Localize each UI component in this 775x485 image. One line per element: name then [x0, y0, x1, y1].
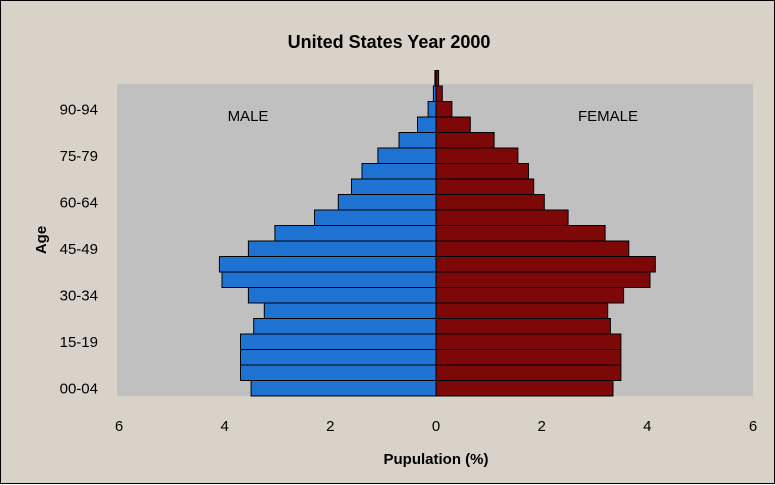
y-tick-label: 45-49 — [60, 241, 98, 258]
x-tick-label: 4 — [221, 418, 229, 435]
female-bar-75-79 — [435, 147, 519, 164]
x-axis-title: Pupulation (%) — [384, 451, 489, 468]
male-bar-90-94 — [427, 101, 437, 118]
male-bar-40-44 — [218, 256, 437, 273]
x-tick-label: 4 — [643, 418, 651, 435]
male-bar-25-29 — [263, 302, 437, 319]
female-bar-95-99 — [435, 85, 443, 102]
x-tick-label: 2 — [538, 418, 546, 435]
female-bar-20-24 — [435, 318, 611, 335]
female-bar-80-84 — [435, 132, 495, 149]
y-tick-label: 60-64 — [60, 194, 98, 211]
female-bar-90-94 — [435, 101, 453, 118]
male-bar-05-09 — [240, 364, 437, 381]
male-bar-75-79 — [377, 147, 437, 164]
male-bar-10-14 — [240, 349, 437, 366]
male-bar-80-84 — [398, 132, 437, 149]
female-bar-100+ — [435, 70, 440, 87]
x-tick-label: 0 — [432, 418, 440, 435]
female-bar-85-89 — [435, 116, 471, 133]
x-tick-label: 2 — [326, 418, 334, 435]
male-bar-70-74 — [361, 163, 437, 180]
y-tick-label: 30-34 — [60, 287, 98, 304]
female-bar-15-19 — [435, 333, 622, 350]
y-tick-label: 90-94 — [60, 101, 98, 118]
x-tick-labels: 6 4 2 0 2 4 6 — [115, 418, 757, 435]
male-bar-00-04 — [250, 380, 437, 397]
male-bar-20-24 — [253, 318, 437, 335]
male-bar-55-59 — [314, 209, 437, 226]
female-bar-05-09 — [435, 364, 622, 381]
x-tick-label: 6 — [115, 418, 123, 435]
female-bar-50-54 — [435, 225, 606, 242]
y-tick-labels: 00-04 15-19 30-34 45-49 60-64 75-79 90-94 — [60, 101, 98, 397]
male-bar-50-54 — [274, 225, 437, 242]
male-bar-65-69 — [351, 178, 437, 195]
female-bar-25-29 — [435, 302, 609, 319]
male-label: MALE — [228, 108, 269, 125]
male-bar-85-89 — [417, 116, 437, 133]
female-bar-30-34 — [435, 287, 625, 304]
female-bar-10-14 — [435, 349, 622, 366]
y-axis-title: Age — [33, 226, 50, 254]
female-bar-00-04 — [435, 380, 614, 397]
male-bar-60-64 — [337, 194, 437, 211]
y-tick-label: 75-79 — [60, 148, 98, 165]
male-bar-15-19 — [240, 333, 437, 350]
female-bar-70-74 — [435, 163, 529, 180]
chart-title: United States Year 2000 — [288, 32, 491, 52]
female-bar-60-64 — [435, 194, 545, 211]
female-bar-65-69 — [435, 178, 535, 195]
female-bar-45-49 — [435, 240, 630, 257]
female-bar-40-44 — [435, 256, 656, 273]
male-bar-45-49 — [247, 240, 437, 257]
x-tick-label: 6 — [749, 418, 757, 435]
female-bar-55-59 — [435, 209, 569, 226]
y-tick-label: 15-19 — [60, 334, 98, 351]
bars-layer — [218, 70, 656, 397]
male-bar-35-39 — [221, 271, 437, 288]
male-bar-30-34 — [247, 287, 437, 304]
y-tick-label: 00-04 — [60, 380, 98, 397]
female-label: FEMALE — [578, 108, 638, 125]
female-bar-35-39 — [435, 271, 651, 288]
